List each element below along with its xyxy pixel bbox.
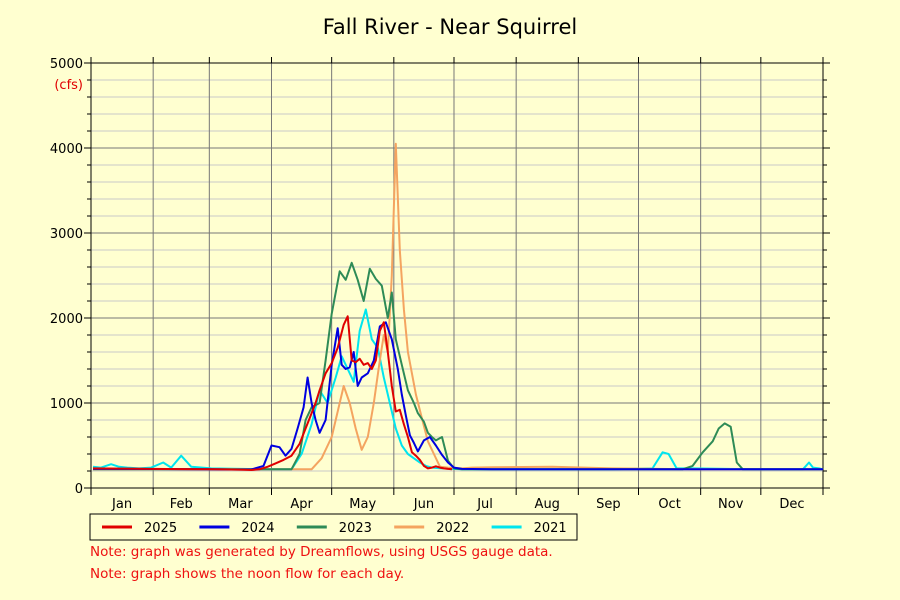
axes: 0 1000 2000 3000 4000 5000 Jan Feb Mar Apr May Jun J…: [50, 57, 830, 512]
note-noon-flow: Note: graph shows the noon flow for each…: [90, 566, 405, 582]
month-label: Aug: [535, 497, 560, 512]
month-label: Apr: [290, 497, 313, 512]
month-label: Dec: [779, 497, 804, 512]
legend-label-2022: 2022: [436, 521, 469, 536]
month-label: Jul: [476, 497, 493, 512]
series-line-2021: [92, 308, 824, 471]
y-unit-label: (cfs): [54, 78, 83, 93]
grid: [91, 62, 823, 489]
month-label: Mar: [228, 497, 253, 512]
series-line-2024: [93, 321, 823, 471]
chart-title: Fall River - Near Squirrel: [323, 15, 578, 39]
legend-label-2024: 2024: [241, 521, 274, 536]
y-tick-label: 1000: [50, 397, 83, 412]
plot-border: [90, 62, 824, 489]
series-lines: [92, 142, 824, 471]
series-line-2025: [92, 315, 453, 471]
month-label: Oct: [658, 497, 680, 512]
note-source: Note: graph was generated by Dreamflows,…: [90, 544, 553, 560]
y-tick-label: 3000: [50, 227, 83, 242]
month-label: Sep: [596, 497, 621, 512]
month-label: May: [349, 497, 376, 512]
y-tick-label: 0: [75, 482, 83, 497]
legend-label-2025: 2025: [144, 521, 177, 536]
y-tick-label: 2000: [50, 312, 83, 327]
month-label: Feb: [170, 497, 193, 512]
legend-label-2023: 2023: [339, 521, 372, 536]
month-label: Nov: [718, 497, 744, 512]
y-tick-label: 4000: [50, 142, 83, 157]
month-label: Jan: [111, 497, 132, 512]
month-label: Jun: [413, 497, 434, 512]
legend-label-2021: 2021: [534, 521, 567, 536]
y-tick-label: 5000: [50, 57, 83, 72]
series-line-2023: [93, 261, 823, 471]
legend-box: [89, 513, 578, 541]
legend: 2025 2024 2023 2022 2021: [89, 513, 578, 541]
